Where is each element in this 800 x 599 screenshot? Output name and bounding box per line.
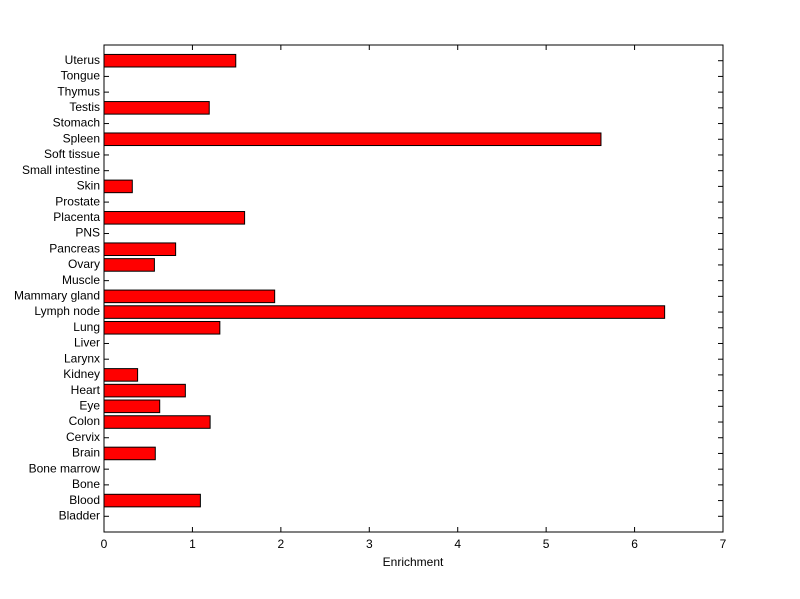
y-tick-label: Testis — [69, 100, 100, 114]
x-tick-label: 1 — [189, 537, 196, 551]
y-tick-label: Bone marrow — [29, 461, 101, 475]
bar — [103, 399, 161, 414]
bar — [103, 179, 133, 194]
y-tick-label: Blood — [69, 493, 100, 507]
y-tick-label: Colon — [69, 414, 100, 428]
bar — [103, 383, 186, 398]
x-tick-label: 2 — [278, 537, 285, 551]
y-tick-label: Larynx — [64, 351, 100, 365]
y-tick-label: Tongue — [61, 69, 101, 83]
x-tick-label: 4 — [454, 537, 461, 551]
y-tick-label: Brain — [72, 446, 100, 460]
plot-area — [104, 45, 723, 532]
y-tick-label: Lung — [73, 320, 100, 334]
x-tick-label: 5 — [543, 537, 550, 551]
x-tick-label: 6 — [631, 537, 638, 551]
y-tick-label: Pancreas — [49, 241, 100, 255]
bar — [103, 305, 666, 319]
y-tick-label: Kidney — [63, 367, 100, 381]
x-tick-label: 3 — [366, 537, 373, 551]
y-tick-label: Skin — [77, 179, 100, 193]
y-tick-label: Mammary gland — [14, 289, 100, 303]
y-tick-label: PNS — [75, 226, 100, 240]
y-tick-label: Soft tissue — [44, 147, 100, 161]
y-tick-label: Lymph node — [34, 304, 100, 318]
bar — [103, 446, 156, 461]
y-tick-label: Heart — [71, 383, 101, 397]
x-tick-label: 7 — [720, 537, 727, 551]
bar — [103, 320, 221, 335]
bar — [103, 258, 155, 272]
bar — [103, 415, 211, 429]
bar — [103, 101, 210, 115]
bar — [103, 211, 246, 225]
y-tick-label: Prostate — [55, 194, 100, 208]
bar — [103, 132, 602, 147]
plot-frame — [103, 44, 724, 533]
bar — [103, 368, 139, 382]
y-tick-label: Cervix — [66, 430, 100, 444]
y-tick-label: Bladder — [59, 508, 100, 522]
bar — [103, 289, 276, 304]
y-tick-label: Stomach — [53, 116, 100, 130]
y-tick-label: Eye — [79, 398, 100, 412]
bar — [103, 53, 237, 68]
y-tick-label: Uterus — [65, 53, 100, 67]
y-tick-label: Spleen — [63, 131, 100, 145]
y-tick-label: Ovary — [68, 257, 100, 271]
bar — [103, 242, 177, 257]
bar — [103, 493, 201, 508]
x-axis-label: Enrichment — [383, 555, 444, 569]
x-tick-label: 0 — [101, 537, 108, 551]
y-tick-label: Bone — [72, 477, 100, 491]
y-tick-label: Placenta — [53, 210, 100, 224]
y-tick-label: Thymus — [57, 84, 100, 98]
y-tick-label: Small intestine — [22, 163, 100, 177]
y-tick-label: Muscle — [62, 273, 100, 287]
y-tick-label: Liver — [74, 336, 100, 350]
